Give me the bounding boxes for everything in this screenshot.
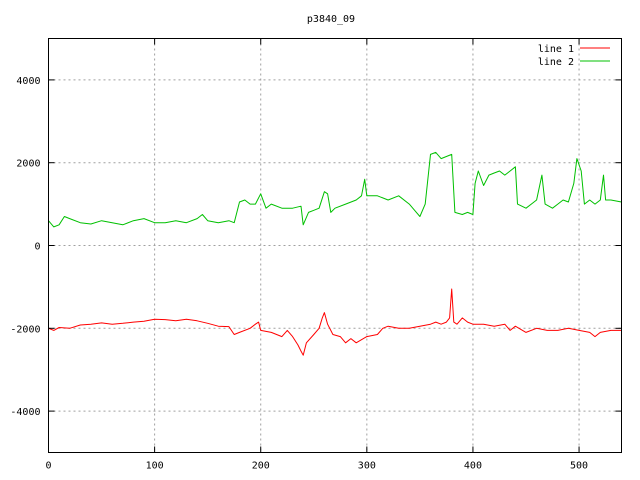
x-tick-label: 200 xyxy=(252,461,270,472)
series-line-1 xyxy=(48,288,622,356)
x-tick-label: 400 xyxy=(464,461,482,472)
x-tick-label: 300 xyxy=(358,461,376,472)
chart-title: p3840_09 xyxy=(307,14,355,25)
axis-ticks: 0 100 200 300 400 500 -4000 -2000 0 2000 4000 xyxy=(10,38,622,472)
legend: line 1 line 2 xyxy=(538,44,610,68)
y-tick-label: -4000 xyxy=(10,407,40,418)
series-line-2 xyxy=(48,151,622,228)
x-tick-label: 100 xyxy=(146,461,164,472)
legend-label-1: line 1 xyxy=(538,44,574,55)
x-tick-label: 500 xyxy=(570,461,588,472)
y-tick-label: 4000 xyxy=(16,76,40,87)
plot-series xyxy=(48,151,622,356)
x-tick-label: 0 xyxy=(45,461,51,472)
y-tick-label: -2000 xyxy=(10,324,40,335)
legend-label-2: line 2 xyxy=(538,57,574,68)
y-tick-label: 2000 xyxy=(16,159,40,170)
grid xyxy=(48,38,622,453)
y-tick-label: 0 xyxy=(34,242,40,253)
